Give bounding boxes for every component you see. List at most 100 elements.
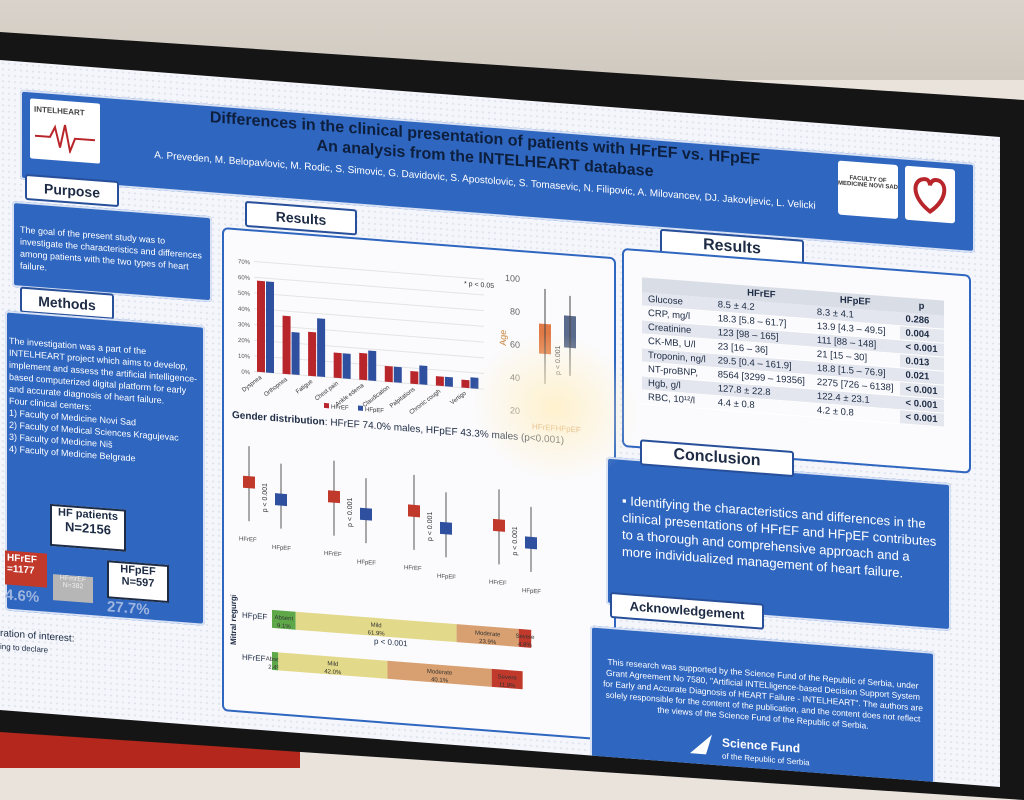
bar-hfpef — [317, 318, 326, 378]
grid-line — [254, 261, 484, 280]
conclusion-text: ▪ Identifying the characteristics and di… — [622, 492, 937, 581]
bar-hfref — [257, 280, 265, 373]
box-x-label: HFrEF — [239, 536, 257, 543]
box-hfpef — [360, 507, 372, 521]
mitral-segment-value: 61.9% — [368, 630, 386, 637]
bar-hfref — [282, 315, 291, 375]
y-tick-label: 30% — [238, 322, 251, 329]
faculty-logo: FACULTY OF MEDICINE NOVI SAD — [838, 160, 899, 220]
p-note: * p < 0.05 — [464, 281, 494, 290]
age-tick: 60 — [510, 339, 520, 350]
age-tick: 100 — [505, 273, 520, 284]
box-x-label: HFpEF — [272, 545, 291, 552]
category-label: Chest pain — [314, 381, 340, 403]
mitral-segment-value: 9.1% — [277, 623, 291, 630]
mitral-segment-label: Severe — [515, 634, 535, 642]
hfpef-percent: 27.7% — [107, 598, 150, 619]
mitral-segment-value: 40.1% — [431, 677, 449, 684]
hfpef-box: HFpEF N=597 — [107, 560, 169, 604]
bar-hfref — [410, 371, 419, 385]
mitral-segment-mild — [278, 652, 388, 679]
bar-hfref — [461, 379, 470, 389]
mitral-segment-label: Moderate — [427, 669, 453, 677]
acknowledgement-text: This research was supported by the Scien… — [603, 656, 923, 731]
box-hfref — [243, 475, 255, 489]
box-hfref — [493, 518, 505, 532]
mitral-segment-moderate — [387, 660, 492, 687]
results-center-panel: 0% 10% 20% 30% 40% 50% 60% 70% Dyspnea Orthopnea F… — [222, 227, 616, 742]
mitral-segment-severe — [518, 628, 532, 648]
hf-patients-box: HF patients N=2156 — [50, 503, 126, 552]
category-label: Fatigue — [295, 378, 315, 395]
acknowledgement-panel: This research was supported by the Scien… — [590, 625, 935, 787]
grid-line — [254, 276, 484, 296]
category-label: Palpitations — [389, 387, 417, 410]
y-tick-label: 50% — [238, 291, 251, 298]
box-hfref — [408, 504, 420, 518]
cell-p: < 0.001 — [899, 409, 944, 428]
box-x-label: HFpEF — [357, 559, 376, 566]
bar-hfpef — [266, 281, 274, 374]
mitral-segment-mild — [295, 611, 457, 643]
mitral-segment-value: 23.9% — [479, 639, 497, 646]
mitral-segment-label: Absent — [275, 615, 294, 622]
box-p-value: p < 0.001 — [427, 511, 434, 541]
poster-header: INTELHEART Differences in the clinical p… — [20, 89, 975, 254]
hfref-box-count: =1177 — [7, 563, 35, 577]
bar-hfref — [359, 352, 368, 381]
mitral-segment-absent — [272, 651, 279, 671]
mitral-segment-severe — [491, 668, 523, 690]
category-label: Claudication — [362, 385, 391, 409]
purpose-text: The goal of the present study was to inv… — [20, 224, 202, 273]
mitral-segment-moderate — [456, 624, 519, 647]
box-hfref — [328, 490, 340, 504]
mitral-segment-label: Mild — [327, 661, 338, 668]
box-p-value: p < 0.001 — [347, 497, 354, 527]
science-fund-logo-icon — [690, 734, 712, 755]
y-tick-label: 70% — [238, 259, 251, 266]
mitral-segment-label: Mild — [371, 623, 382, 630]
bar-hfref — [308, 331, 317, 377]
age-axis-label: Age — [498, 329, 508, 346]
mitral-group-label: HFrEF — [242, 653, 266, 664]
box-x-label: HFrEF — [324, 551, 342, 558]
box-p-value: p < 0.001 — [262, 483, 269, 513]
hfmref-box: HFmrEF N=382 — [53, 574, 93, 604]
bar-hfref — [435, 376, 444, 387]
bar-hfpef — [342, 353, 351, 379]
faculty-logo-text: FACULTY OF MEDICINE NOVI SAD — [838, 175, 899, 192]
hfref-box: HFrEF =1177 — [5, 550, 47, 588]
mitral-segment-value: 4.8% — [518, 642, 532, 649]
poster-screen: INTELHEART Differences in the clinical p… — [0, 60, 1000, 787]
age-tick: 40 — [510, 372, 520, 383]
grid-line — [254, 292, 484, 312]
bar-hfpef — [444, 376, 453, 387]
bar-hfpef — [393, 366, 402, 383]
mitral-segment-value: 2.4% — [268, 665, 282, 672]
mitral-segment-value: 11.9% — [499, 682, 516, 689]
category-label: Vertigo — [450, 390, 469, 406]
bar-hfpef — [470, 377, 479, 389]
heart-logo-icon — [913, 177, 947, 215]
y-tick-label: 60% — [238, 275, 251, 282]
hfref-percent: 4.6% — [5, 586, 40, 607]
bar-hfpef — [291, 332, 300, 376]
legend-label: HFpEF — [365, 407, 384, 414]
lab-results-body: Glucose 8.5 ± 4.2 8.3 ± 4.1 0.286 CRP, mg/l 1… — [642, 292, 944, 428]
mitral-p-value: p < 0.001 — [374, 637, 408, 649]
mitral-segment-absent — [272, 609, 296, 630]
age-tick: 20 — [510, 405, 520, 416]
mitral-axis-label: Mitral regurgitation — [229, 594, 238, 645]
box-x-label: HFrEF — [404, 565, 422, 572]
box-x-label: HFpEF — [522, 588, 541, 595]
logo-text: INTELHEART — [34, 104, 85, 118]
box-x-label: HFrEF — [489, 580, 507, 587]
y-tick-label: 0% — [241, 370, 250, 377]
conclusion-body: Identifying the characteristics and diff… — [622, 493, 937, 581]
box-plots: p < 0.001 HFrEF HFpEF p < 0.001 HFrEF HFpEF p … — [239, 446, 541, 596]
lab-results-table: HFrEF HFpEF p Glucose 8.5 ± 4.2 8.3 ± 4.1 0… — [642, 277, 944, 428]
heart-logo — [905, 165, 955, 224]
y-tick-label: 10% — [238, 354, 251, 361]
grid-line — [254, 323, 484, 343]
